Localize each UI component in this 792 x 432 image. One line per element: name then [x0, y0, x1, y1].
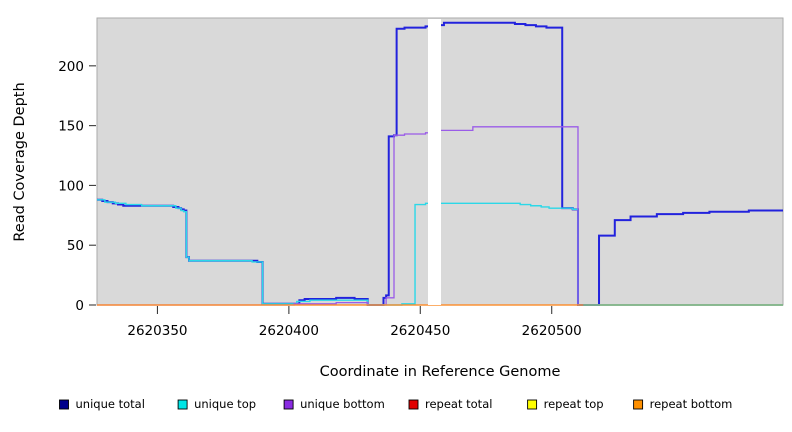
legend-swatch: [408, 399, 419, 410]
series-layer: [97, 21, 783, 306]
legend-swatch: [633, 399, 644, 410]
x-tick-label: 2620400: [259, 323, 319, 339]
legend-item-repeat-top[interactable]: repeat top: [527, 397, 604, 411]
y-tick-label: 100: [58, 178, 84, 194]
x-axis-title: Coordinate in Reference Genome: [320, 364, 561, 380]
legend-swatch: [177, 399, 188, 410]
legend-item-unique-bottom[interactable]: unique bottom: [283, 397, 385, 411]
y-axis-title: Read Coverage Depth: [12, 82, 28, 241]
legend-label: repeat top: [544, 397, 604, 411]
y-tick-label: 150: [58, 119, 84, 135]
legend-label: unique top: [194, 397, 256, 411]
y-tick-label: 50: [67, 238, 84, 254]
legend-label: repeat total: [425, 397, 492, 411]
legend-item-unique-total[interactable]: unique total: [59, 397, 145, 411]
y-tick-label: 200: [58, 59, 84, 75]
legend-item-unique-top[interactable]: unique top: [177, 397, 256, 411]
legend-swatch: [59, 399, 69, 410]
x-tick-label: 2620500: [522, 323, 582, 339]
legend-swatch: [283, 399, 294, 410]
legend-label: unique bottom: [300, 397, 385, 411]
no-data-gap: [428, 19, 441, 305]
legend-label: unique total: [76, 397, 145, 411]
y-tick-label: 0: [75, 298, 84, 314]
legend-label: repeat bottom: [650, 397, 733, 411]
axis-layer: 0 50 100 150 200 2620350 2620400 2620450 2620500: [58, 59, 582, 339]
legend-item-repeat-total[interactable]: repeat total: [408, 397, 492, 411]
x-tick-label: 2620350: [127, 323, 187, 339]
legend-swatch: [527, 399, 538, 410]
legend: unique total unique top unique bottom repea…: [59, 397, 733, 411]
series-unique-top: [97, 199, 783, 306]
legend-item-repeat-bottom[interactable]: repeat bottom: [633, 397, 733, 411]
gap-region: [428, 19, 441, 305]
x-tick-label: 2620450: [390, 323, 450, 339]
